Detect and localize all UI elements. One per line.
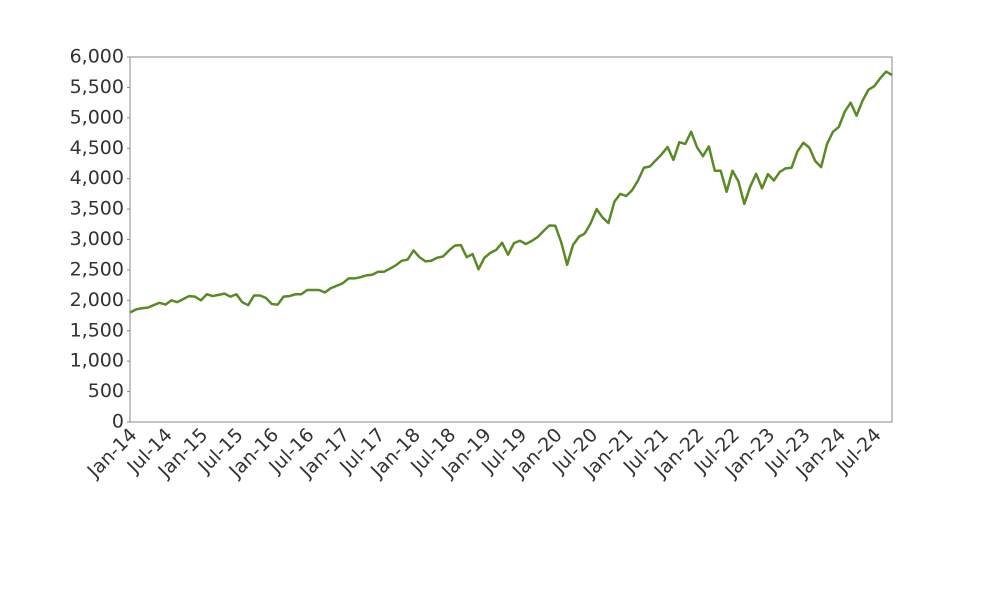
y-tick-label: 2,500 [70, 258, 124, 280]
y-tick-label: 2,000 [70, 289, 124, 311]
y-tick-label: 1,000 [70, 350, 124, 372]
y-tick-label: 3,000 [70, 228, 124, 250]
plot-frame [129, 56, 893, 423]
y-tick-label: 5,000 [70, 106, 124, 128]
y-tick-label: 4,500 [70, 137, 124, 159]
y-tick-label: 1,500 [70, 319, 124, 341]
y-tick-label: 0 [112, 411, 124, 433]
line [129, 70, 893, 314]
y-tick-label: 5,500 [70, 76, 124, 98]
y-tick-label: 3,500 [70, 198, 124, 220]
y-tick-label: 6,000 [70, 46, 124, 68]
y-tick-label: 500 [88, 380, 124, 402]
y-tick-label: 4,000 [70, 167, 124, 189]
